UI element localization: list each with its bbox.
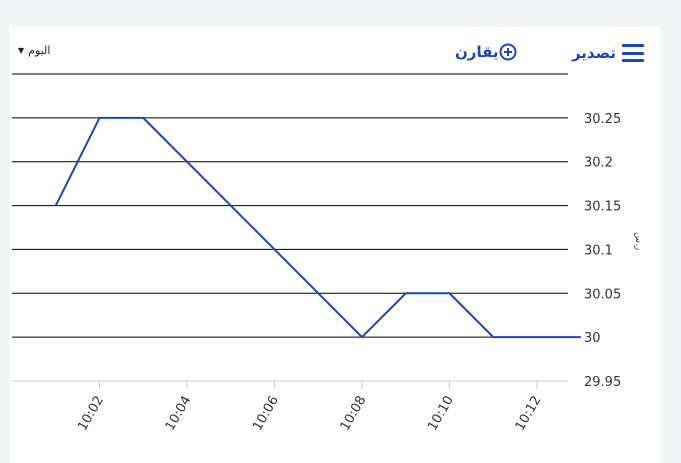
chart-card: تصدير يقارن ▼ اليوم 29.95 30 30.05 30.1 30.1… — [10, 27, 660, 463]
compare-button[interactable]: يقارن — [455, 39, 521, 65]
caret-down-icon: ▼ — [18, 45, 25, 55]
hamburger-menu-icon — [622, 44, 644, 62]
y-tick-label: 30.05 — [584, 287, 621, 302]
x-tick-label: 10:06 — [250, 394, 282, 434]
series-line — [54, 116, 581, 339]
y-tick-label: 30.15 — [584, 200, 621, 215]
y-tick-label: 30 — [584, 331, 601, 346]
grid-lines — [12, 73, 568, 382]
y-tick-label: 30.2 — [584, 156, 613, 171]
y-tick-label: 29.95 — [584, 375, 621, 390]
y-tick-label: 30.1 — [584, 243, 613, 258]
x-axis-ticks: 10:02 10:04 10:06 10:08 10:10 10:12 — [75, 381, 544, 433]
x-tick-label: 10:02 — [75, 394, 107, 434]
compare-label: يقارن — [455, 43, 499, 61]
period-label: اليوم — [28, 43, 51, 57]
plus-circle-icon — [499, 43, 516, 61]
y-tick-label: 30.25 — [584, 112, 621, 127]
x-tick-label: 10:04 — [163, 394, 195, 434]
period-dropdown[interactable]: ▼ اليوم — [18, 41, 50, 59]
x-tick-label: 10:12 — [513, 394, 545, 434]
y-axis-ticks: 29.95 30 30.05 30.1 30.15 30.2 30.25 — [584, 112, 621, 390]
export-button[interactable]: تصدير — [572, 39, 644, 67]
x-tick-label: 10:10 — [425, 394, 457, 434]
x-tick-label: 10:08 — [338, 394, 370, 434]
y-axis-unit-label: ر.س — [633, 232, 643, 250]
export-label: تصدير — [571, 44, 616, 62]
